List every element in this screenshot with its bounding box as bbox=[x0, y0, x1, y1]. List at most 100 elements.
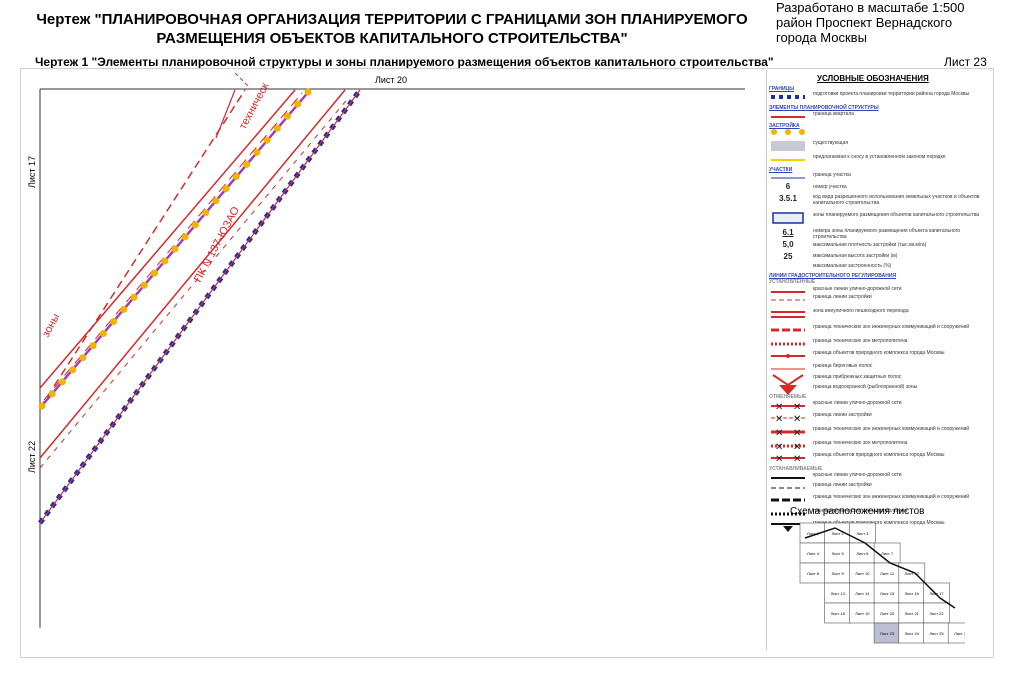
legend-row: граница водоохранной (рыбоохранной) зоны bbox=[767, 384, 989, 396]
red-technical-zone-line bbox=[39, 89, 296, 389]
legend-symbol-tech-zone bbox=[771, 328, 805, 332]
scheme-sheet-label: Лист 9 bbox=[832, 571, 845, 576]
drawing-title-line2: РАЗМЕЩЕНИЯ ОБЪЕКТОВ КАПИТАЛЬНОГО СТРОИТЕ… bbox=[156, 30, 628, 47]
block-border-dots bbox=[38, 88, 312, 410]
legend-row: граница линии застройки bbox=[767, 482, 989, 494]
block-border-dot bbox=[58, 378, 66, 386]
block-border-dot bbox=[304, 88, 312, 96]
scale-info: Разработано в масштабе 1:500 район Просп… bbox=[776, 0, 965, 45]
drawing-frame bbox=[20, 68, 994, 658]
legend-row: граница линии застройки bbox=[767, 294, 989, 306]
scheme-sheet-label: Лист 2 bbox=[832, 531, 845, 536]
legend-row: ✕ ✕ граница объектов природного комплекса… bbox=[767, 452, 989, 464]
block-border-dot bbox=[263, 136, 271, 144]
legend-symbol-water bbox=[779, 385, 797, 395]
legend-panel: УСЛОВНЫЕ ОБОЗНАЧЕНИЯ ГРАНИЦЫ подготовки … bbox=[766, 70, 989, 650]
legend-text: граница технических зон инженерных комму… bbox=[813, 426, 970, 432]
block-border-dot bbox=[130, 293, 138, 301]
scheme-sheet-label: Лист 7 bbox=[881, 551, 894, 556]
legend-text: красные линии улично-дорожной сети bbox=[813, 472, 902, 478]
legend-symbol-plan-tech bbox=[771, 498, 805, 502]
legend-row: граница технических зон инженерных комму… bbox=[767, 324, 989, 336]
legend-row: номера зоны планируемого размещения объе… bbox=[767, 228, 989, 240]
legend-text: номер участка bbox=[813, 184, 847, 190]
legend-density: 5,0 bbox=[782, 240, 794, 249]
scale-line1: Разработано в масштабе 1:500 bbox=[776, 0, 965, 15]
legend-row: номер участка bbox=[767, 184, 989, 196]
legend-text: максимальная плотность застройки (тыс.кв… bbox=[813, 242, 927, 248]
legend-symbol-cancel-metro: ✕ ✕ bbox=[771, 442, 805, 452]
legend-text: граница квартала bbox=[813, 111, 854, 117]
scale-line3: города Москвы bbox=[776, 30, 867, 45]
legend-symbol-block bbox=[771, 116, 805, 118]
legend-symbol-plan-nature bbox=[771, 523, 805, 532]
legend-text: код вида разрешенного использования земе… bbox=[813, 194, 980, 206]
scheme-sheet-label: Лист 4 bbox=[807, 551, 820, 556]
legend-text: зона внеуличного пешеходного перехода bbox=[813, 308, 909, 314]
legend-symbol-existing bbox=[771, 141, 805, 151]
legend-row: граница береговых полос bbox=[767, 363, 989, 375]
svg-text:✕: ✕ bbox=[775, 454, 783, 464]
block-border-dot bbox=[243, 160, 251, 168]
svg-text:✕: ✕ bbox=[793, 428, 801, 438]
scheme-sheet-label: Лист 26 bbox=[954, 631, 965, 636]
red-border-corner bbox=[234, 72, 251, 89]
legend-text: граница водоохранной (рыбоохранной) зоны bbox=[813, 384, 918, 390]
legend-title: УСЛОВНЫЕ ОБОЗНАЧЕНИЯ bbox=[817, 74, 929, 83]
scheme-route bbox=[804, 527, 956, 609]
block-border-dot bbox=[284, 112, 292, 120]
legend-row: зоны планируемого размещения объектов ка… bbox=[767, 212, 989, 224]
legend-text: граница объектов природного комплекса го… bbox=[813, 520, 945, 526]
block-border-dot bbox=[110, 317, 118, 325]
block-border-dot bbox=[79, 354, 87, 362]
block-border-dot bbox=[171, 245, 179, 253]
legend-row: граница технических зон метрополитена bbox=[767, 338, 989, 350]
legend-text: номера зоны планируемого размещения объе… bbox=[813, 228, 961, 240]
legend-text: граница участка bbox=[813, 172, 851, 178]
block-border-dot bbox=[181, 233, 189, 241]
legend-text: граница технических зон метрополитена bbox=[813, 508, 908, 514]
district-border-inner bbox=[39, 89, 361, 524]
svg-text:✕: ✕ bbox=[793, 442, 801, 452]
scheme-sheet-label: Лист 10 bbox=[855, 571, 870, 576]
legend-row: граница объектов природного комплекса го… bbox=[767, 350, 989, 362]
legend-section-borders: ГРАНИЦЫ bbox=[769, 86, 795, 92]
scheme-sheet-label: Лист 8 bbox=[807, 571, 820, 576]
legend-text: красные линии улично-дорожной сети bbox=[813, 400, 902, 406]
scheme-sheet-label: Лист 11 bbox=[880, 571, 895, 576]
scheme-sheet-label: Лист 20 bbox=[880, 611, 895, 616]
svg-text:✕: ✕ bbox=[775, 402, 783, 412]
legend-row: максимальная застроенность (%) bbox=[767, 263, 989, 275]
scheme-sheet-label: Лист 22 bbox=[929, 611, 944, 616]
legend-height: 25 bbox=[783, 252, 793, 261]
legend-symbol-plan-build bbox=[771, 487, 805, 489]
sheet-label-left-lower: Лист 22 bbox=[27, 441, 37, 473]
svg-text:✕: ✕ bbox=[793, 454, 801, 464]
drawing-subtitle: Чертеж 1 "Элементы планировочной структу… bbox=[35, 55, 774, 69]
legend-section-elements: ЭЛЕМЕНТЫ ПЛАНИРОВОЧНОЙ СТРУКТУРЫ bbox=[769, 105, 879, 111]
legend-symbol-nature bbox=[771, 354, 805, 358]
scheme-sheet-label: Лист 14 bbox=[855, 591, 870, 596]
legend-row: ✕ ✕ граница линии застройки bbox=[767, 412, 989, 424]
legend-row: граница технических зон инженерных комму… bbox=[767, 494, 989, 506]
legend-row: существующая bbox=[767, 140, 989, 152]
legend-text: граница линии застройки bbox=[813, 412, 872, 418]
legend-text: граница технических зон инженерных комму… bbox=[813, 494, 970, 500]
legend-symbol-red-line bbox=[771, 291, 805, 293]
block-border-dot bbox=[273, 124, 281, 132]
legend-row: граница технических зон метрополитена bbox=[767, 508, 989, 520]
svg-text:✕: ✕ bbox=[793, 402, 801, 412]
legend-text: граница линии застройки bbox=[813, 294, 872, 300]
block-border-dot bbox=[48, 390, 56, 398]
block-border-dot bbox=[89, 342, 97, 350]
legend-symbol-build-line bbox=[771, 299, 805, 301]
scheme-sheet-label: Лист 16 bbox=[905, 591, 920, 596]
legend-use-code: 3.5.1 bbox=[779, 194, 797, 203]
svg-text:✕: ✕ bbox=[793, 414, 801, 424]
legend-text: максимальная высота застройки (м) bbox=[813, 253, 898, 259]
drawing-title-line1: Чертеж "ПЛАНИРОВОЧНАЯ ОРГАНИЗАЦИЯ ТЕРРИТ… bbox=[36, 11, 748, 28]
red-dashed-line bbox=[39, 89, 246, 409]
sheet-layout-scheme: Лист 1 Лист 2 Лист 3 Лист 4 Лист 5 Лист 6 Лист… bbox=[799, 522, 965, 644]
block-border-dot bbox=[202, 209, 210, 217]
drawing-title: Чертеж "ПЛАНИРОВОЧНАЯ ОРГАНИЗАЦИЯ ТЕРРИТ… bbox=[22, 10, 762, 48]
